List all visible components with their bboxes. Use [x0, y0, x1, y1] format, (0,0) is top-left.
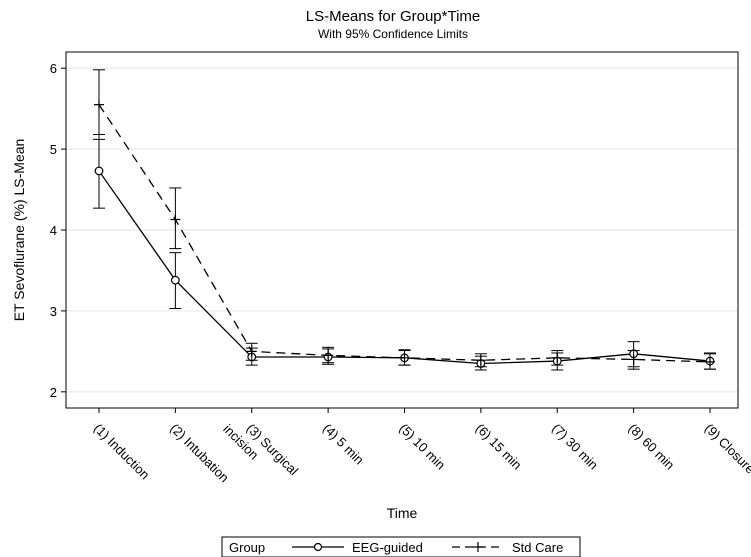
x-tick-label-line: (8) 60 min: [626, 421, 678, 473]
series-layer: [93, 69, 716, 371]
x-tick-label-line: (9) Closure: [702, 421, 751, 477]
x-tick-label-line: (7) 30 min: [549, 421, 601, 473]
x-tick-label: (8) 60 min: [626, 421, 678, 473]
x-tick-label: (9) Closure: [702, 421, 751, 477]
y-tick-label: 6: [50, 61, 57, 76]
legend: Group EEG-guided Std Care: [221, 536, 581, 557]
chart-title: LS-Means for Group*Time: [306, 8, 481, 25]
data-point-std: [628, 354, 639, 365]
legend-box: [221, 536, 581, 557]
y-axis-label: ET Sevoflurane (%) LS-Mean: [11, 139, 27, 322]
x-axis-label: Time: [387, 505, 418, 521]
y-tick-label: 5: [50, 142, 57, 157]
x-tick-label: (4) 5 min: [320, 421, 367, 468]
legend-title: Group: [229, 540, 265, 555]
x-tick-label: (7) 30 min: [549, 421, 601, 473]
data-point-std: [475, 355, 486, 366]
y-axis: 2 3 4 5 6: [50, 61, 66, 400]
legend-std-label: Std Care: [512, 540, 563, 555]
data-point-eeg: [94, 166, 104, 176]
legend-std-marker: [473, 542, 483, 552]
data-point-std: [705, 356, 715, 367]
x-tick-label: (1) Induction: [91, 421, 153, 483]
x-tick-label-line: (4) 5 min: [320, 421, 367, 468]
x-tick-label: (3) Surgicalincision: [220, 409, 301, 490]
x-tick-label-line: (6) 15 min: [473, 421, 525, 473]
data-point-std: [170, 214, 181, 225]
data-point-eeg: [170, 275, 180, 285]
legend-eeg-label: EEG-guided: [352, 540, 423, 555]
x-tick-label-line: (1) Induction: [91, 421, 153, 483]
y-tick-label: 4: [50, 223, 57, 238]
legend-eeg-marker: [313, 542, 323, 552]
data-point-std: [246, 346, 257, 357]
chart-subtitle: With 95% Confidence Limits: [318, 27, 468, 41]
series-line-eeg: [98, 170, 711, 365]
data-point-std: [94, 99, 104, 110]
grid-lines: [66, 67, 738, 393]
data-point-std: [552, 352, 563, 363]
series-line-std: [98, 104, 711, 363]
y-tick-label: 2: [50, 385, 57, 400]
x-tick-label: (5) 10 min: [396, 421, 448, 473]
x-tick-label: (6) 15 min: [473, 421, 525, 473]
x-axis: (1) Induction (2) Intubation (3) Surgicali…: [91, 408, 751, 490]
x-tick-label-line: (5) 10 min: [396, 421, 448, 473]
data-point-std: [323, 350, 334, 361]
data-point-std: [399, 352, 410, 363]
y-tick-label: 3: [50, 304, 57, 319]
